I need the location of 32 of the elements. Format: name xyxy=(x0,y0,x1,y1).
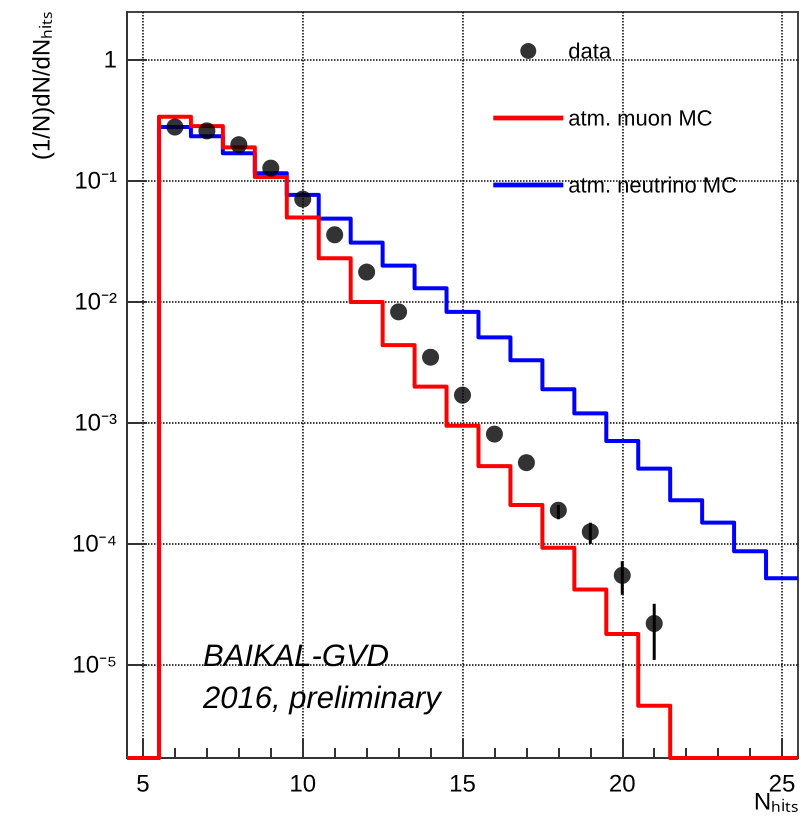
y-tick-label: 10⁻¹ xyxy=(74,168,118,195)
y-tick-label: 10⁻² xyxy=(74,288,118,316)
x-tick-label: 5 xyxy=(136,770,150,798)
point xyxy=(486,426,503,443)
y-tick-label: 1 xyxy=(104,46,117,74)
y-tick-label: 10⁻⁵ xyxy=(72,651,117,678)
point xyxy=(422,348,440,366)
legend-label: atm. muon MC xyxy=(568,106,713,130)
point xyxy=(454,386,471,404)
x-tick-label: 10 xyxy=(289,770,316,798)
point xyxy=(166,118,184,136)
point xyxy=(262,160,280,177)
legend-label: data xyxy=(568,38,612,64)
y-axis-title: (1/N)dN/dNₕᵢₜₛ xyxy=(28,12,56,160)
y-tick-label: 10⁻⁴ xyxy=(72,530,117,558)
annotation: 2016, preliminary xyxy=(202,680,444,715)
x-tick-label: 20 xyxy=(608,770,636,798)
point xyxy=(518,454,535,472)
point xyxy=(198,122,216,140)
x-tick-label: 15 xyxy=(449,770,476,798)
point xyxy=(582,523,599,540)
point xyxy=(294,190,312,208)
point xyxy=(326,226,344,244)
y-tick-label: 10⁻³ xyxy=(74,410,118,437)
annotation: BAIKAL-GVD xyxy=(203,638,390,673)
legend-label: atm. neutrino MC xyxy=(568,172,738,198)
point xyxy=(358,264,376,281)
point xyxy=(614,566,631,584)
point xyxy=(646,615,663,632)
point xyxy=(230,136,248,154)
point xyxy=(550,502,567,519)
point xyxy=(390,303,408,320)
